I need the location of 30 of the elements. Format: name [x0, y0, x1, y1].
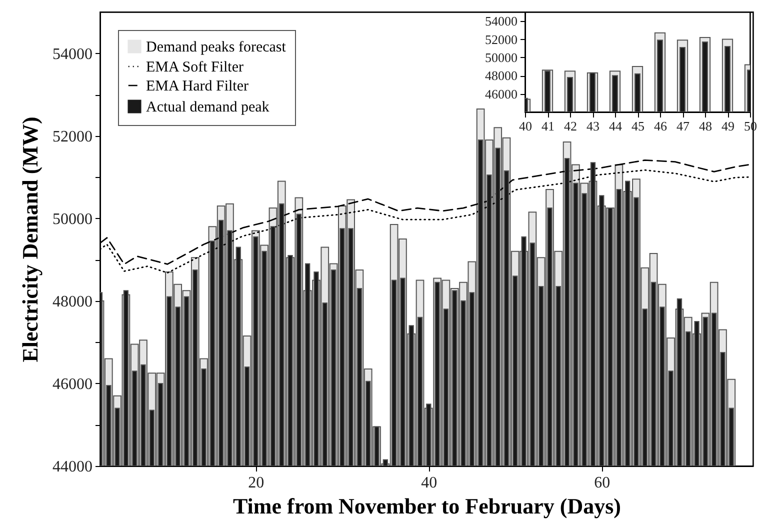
x-tick-label: 45: [632, 118, 644, 134]
y-tick-label: 52000: [485, 32, 518, 47]
x-tick-label: 43: [586, 118, 600, 134]
y-tick-label: 48000: [52, 293, 92, 310]
y-tick-label: 48000: [485, 68, 518, 84]
x-tick-label: 41: [542, 118, 554, 134]
x-tick-label: 60: [594, 474, 610, 492]
x-tick-label: 20: [248, 474, 264, 492]
legend-label: Demand peaks forecast: [146, 40, 287, 56]
x-tick-label: 40: [421, 474, 438, 492]
x-tick-label: 46: [654, 118, 668, 134]
x-axis-title: Time from November to February (Days): [233, 494, 621, 518]
x-tick-label: 48: [699, 118, 712, 134]
x-tick-label: 49: [722, 118, 734, 134]
y-tick-label: 46000: [485, 86, 518, 102]
y-tick-label: 50000: [485, 50, 518, 65]
y-tick-label: 52000: [52, 128, 92, 146]
y-tick-label: 46000: [52, 376, 92, 393]
y-tick-label: 50000: [52, 210, 92, 228]
x-tick-label: 42: [564, 118, 577, 134]
legend-label: EMA Soft Filter: [146, 60, 244, 76]
y-tick-label: 44000: [52, 458, 92, 476]
legend-label: EMA Hard Filter: [146, 78, 248, 94]
x-tick-label: 44: [609, 118, 622, 134]
y-tick-label: 54000: [52, 46, 92, 63]
x-tick-label: 47: [676, 118, 690, 134]
y-tick-label: 54000: [485, 14, 518, 29]
y-axis-title: Electricity Demand (MW): [18, 116, 42, 362]
x-tick-label: 40: [519, 118, 532, 134]
legend-label: Actual demand peak: [146, 100, 270, 116]
